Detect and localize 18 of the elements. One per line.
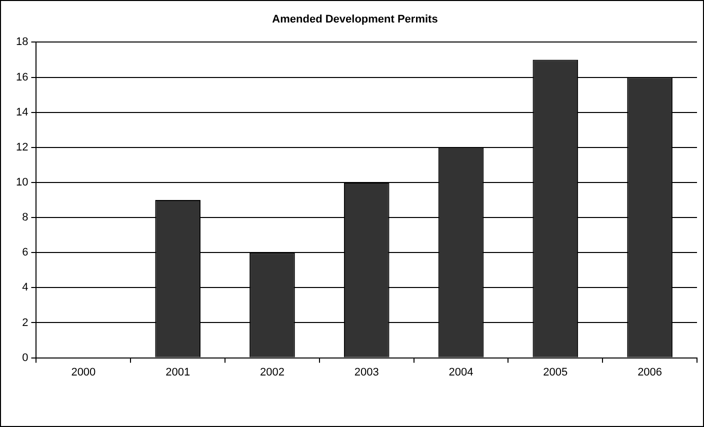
x-tick-label: 2006 (638, 366, 662, 378)
y-tick-label: 0 (22, 352, 28, 364)
x-tick-label: 2004 (448, 366, 474, 378)
y-tick-label: 2 (22, 316, 28, 329)
y-tick-label: 4 (22, 282, 28, 294)
y-tick-label: 14 (16, 106, 28, 118)
y-tick-label: 12 (16, 141, 28, 154)
x-tick-label: 2002 (260, 366, 284, 378)
x-tick-label: 2003 (354, 366, 379, 378)
y-tick-label: 16 (16, 71, 28, 84)
y-tick-label: 10 (16, 176, 28, 188)
y-tick-label: 6 (22, 246, 28, 259)
y-tick-label: 8 (22, 212, 28, 224)
chart-title: Amended Development Permits (272, 14, 438, 26)
x-tick-label: 2001 (166, 366, 190, 378)
x-tick-label: 2005 (543, 366, 568, 378)
x-tick-label: 2000 (71, 366, 96, 378)
y-tick-label: 18 (16, 36, 28, 48)
